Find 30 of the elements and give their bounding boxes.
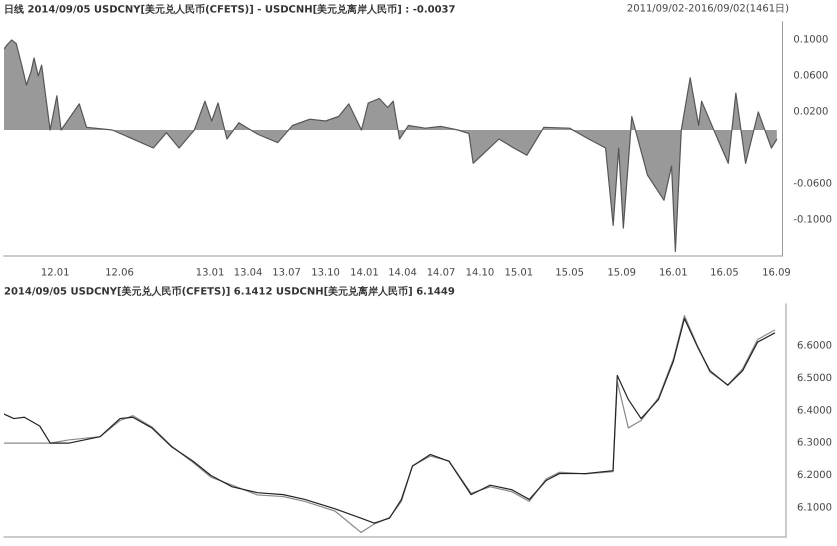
y-tick-label: 6.5000 (797, 373, 832, 384)
chart-title: 日线 2014/09/05 USDCNY[美元兑人民币(CFETS)] - USDCNH[美元兑离岸人民币] : -0.0037 (4, 4, 456, 16)
text: 2011/09/02-2016/09/02(1461日) (626, 4, 790, 15)
x-tick-label: 13.01 (196, 268, 224, 279)
x-tick-label: 16.05 (710, 268, 739, 279)
x-tick-label: 16.01 (658, 268, 688, 279)
y-tick-label: 6.3000 (797, 438, 832, 449)
y-tick-label: -0.1000 (793, 214, 832, 226)
x-tick-label: 12.06 (105, 268, 134, 279)
x-tick-label: 15.01 (504, 268, 534, 279)
y-tick-label: 0.0600 (793, 70, 828, 82)
x-tick-label: 13.04 (234, 268, 262, 279)
x-tick-label: 14.10 (466, 268, 494, 279)
x-tick-label: 15.05 (555, 268, 584, 279)
x-tick-label: 14.01 (350, 268, 379, 279)
y-tick-label: 6.2000 (797, 470, 832, 482)
y-tick-label: -0.0600 (793, 178, 832, 190)
x-tick-label: 14.07 (426, 268, 456, 279)
x-tick-label: 16.09 (762, 268, 791, 279)
y-tick-label: 6.6000 (797, 340, 832, 352)
y-tick-label: 0.1000 (793, 34, 828, 46)
chart-title: 2014/09/05 USDCNY[美元兑人民币(CFETS)] 6.1412 USDCNH[美元兑离岸人民币] 6.1449 (4, 286, 455, 298)
x-tick-label: 12.01 (40, 268, 70, 279)
y-tick-label: 6.1000 (797, 502, 832, 514)
y-tick-label: 6.4000 (797, 405, 832, 416)
x-tick-label: 13.07 (272, 268, 301, 279)
x-tick-label: 14.04 (388, 268, 417, 279)
x-tick-label: 15.09 (607, 268, 636, 279)
y-tick-label: 0.0200 (793, 106, 828, 118)
x-tick-label: 13.10 (311, 268, 340, 279)
